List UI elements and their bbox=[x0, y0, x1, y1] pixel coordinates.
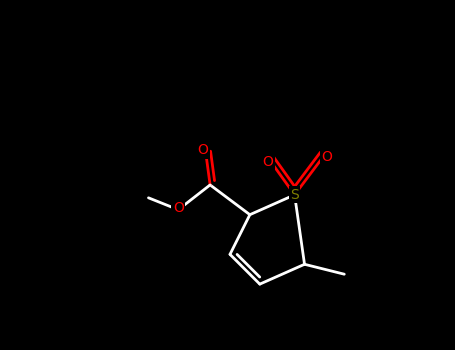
Text: O: O bbox=[263, 155, 273, 169]
Text: S: S bbox=[290, 188, 299, 202]
Text: O: O bbox=[321, 150, 332, 164]
Text: O: O bbox=[198, 143, 208, 157]
Text: O: O bbox=[173, 201, 184, 215]
